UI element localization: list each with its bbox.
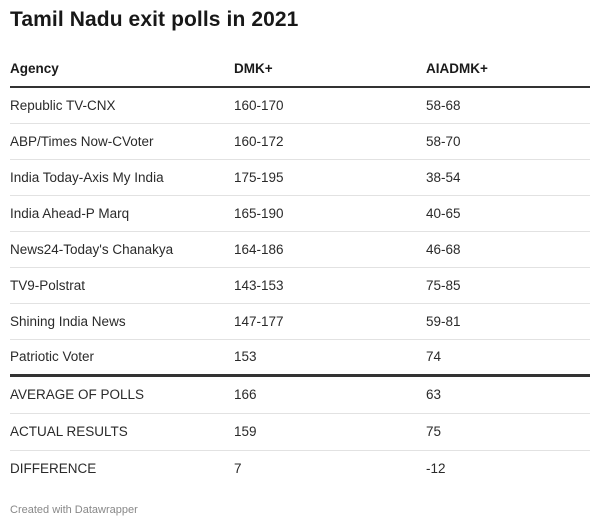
- table-row: News24-Today's Chanakya 164-186 46-68: [10, 231, 590, 268]
- agency-cell: ABP/Times Now-CVoter: [10, 123, 234, 160]
- table-row: Patriotic Voter 153 74: [10, 339, 590, 377]
- aiadmk-cell: 58-68: [426, 87, 590, 124]
- aiadmk-cell: 38-54: [426, 159, 590, 196]
- agency-cell: TV9-Polstrat: [10, 267, 234, 304]
- table-row: India Ahead-P Marq 165-190 40-65: [10, 195, 590, 232]
- summary-dmk-cell: 159: [234, 413, 426, 451]
- agency-cell: Republic TV-CNX: [10, 87, 234, 124]
- summary-label-cell: DIFFERENCE: [10, 461, 97, 476]
- aiadmk-cell: 75-85: [426, 267, 590, 304]
- summary-dmk-cell: 7: [234, 461, 242, 476]
- datawrapper-credit: Created with Datawrapper: [10, 504, 138, 516]
- agency-cell: Patriotic Voter: [10, 339, 234, 377]
- table-row: Shining India News 147-177 59-81: [10, 303, 590, 340]
- summary-row-actual: ACTUAL RESULTS 159 75: [10, 413, 590, 451]
- dmk-cell: 164-186: [234, 231, 426, 268]
- column-header-aiadmk: AIADMK+: [426, 51, 590, 88]
- dmk-cell: 143-153: [234, 267, 426, 304]
- table-row: TV9-Polstrat 143-153 75-85: [10, 267, 590, 304]
- summary-row-difference: DIFFERENCE 7 -12: [10, 450, 590, 487]
- aiadmk-cell: 46-68: [426, 231, 590, 268]
- summary-label-cell: AVERAGE OF POLLS: [10, 375, 234, 414]
- agency-cell: Shining India News: [10, 303, 234, 340]
- aiadmk-cell: 58-70: [426, 123, 590, 160]
- agency-cell: India Today-Axis My India: [10, 159, 234, 196]
- summary-dmk-cell: 166: [234, 375, 426, 414]
- summary-row-average: AVERAGE OF POLLS 166 63: [10, 375, 590, 414]
- summary-aiadmk-cell: 75: [426, 413, 590, 451]
- column-header-dmk: DMK+: [234, 51, 426, 88]
- summary-aiadmk-cell: -12: [426, 461, 446, 476]
- table-header-row: Agency DMK+ AIADMK+: [10, 51, 590, 88]
- dmk-cell: 165-190: [234, 195, 426, 232]
- table-row: India Today-Axis My India 175-195 38-54: [10, 159, 590, 196]
- aiadmk-cell: 40-65: [426, 195, 590, 232]
- dmk-cell: 153: [234, 339, 426, 377]
- dmk-cell: 175-195: [234, 159, 426, 196]
- summary-label-cell: ACTUAL RESULTS: [10, 413, 234, 451]
- column-header-agency: Agency: [10, 51, 234, 88]
- dmk-cell: 160-172: [234, 123, 426, 160]
- agency-cell: News24-Today's Chanakya: [10, 231, 234, 268]
- table-row: ABP/Times Now-CVoter 160-172 58-70: [10, 123, 590, 160]
- table-row: Republic TV-CNX 160-170 58-68: [10, 87, 590, 124]
- dmk-cell: 147-177: [234, 303, 426, 340]
- aiadmk-cell: 59-81: [426, 303, 590, 340]
- aiadmk-cell: 74: [426, 339, 590, 377]
- exit-polls-table: Agency DMK+ AIADMK+ Republic TV-CNX 160-…: [10, 51, 590, 487]
- chart-title: Tamil Nadu exit polls in 2021: [10, 8, 299, 31]
- dmk-cell: 160-170: [234, 87, 426, 124]
- agency-cell: India Ahead-P Marq: [10, 195, 234, 232]
- summary-aiadmk-cell: 63: [426, 375, 590, 414]
